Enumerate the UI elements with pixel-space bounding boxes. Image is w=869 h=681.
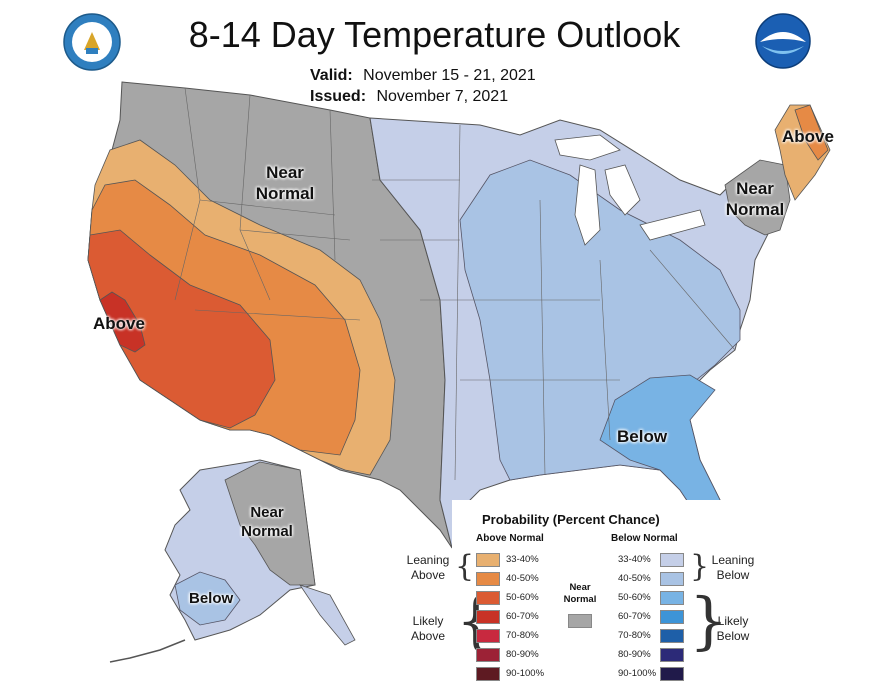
legend-leaning-below-group: Leaning Below — [705, 553, 761, 583]
legend-below-swatch — [660, 648, 684, 662]
issued-label: Issued: — [310, 88, 367, 105]
outlook-map-page: 8-14 Day Temperature Outlook Valid: Nove… — [63, 13, 834, 681]
legend-likely-below-group: Likely Below — [705, 614, 761, 644]
legend-likely-below-line1: Likely — [717, 614, 749, 628]
label-west-near-normal: Near Normal — [255, 163, 315, 203]
legend-above-swatch — [476, 667, 500, 681]
legend-below-swatch — [660, 572, 684, 586]
legend-likely-above-line1: Likely — [412, 614, 444, 628]
legend-below-swatch — [660, 553, 684, 567]
legend-brace-leaning-below: } — [690, 549, 710, 584]
page-title: 8-14 Day Temperature Outlook — [188, 14, 681, 55]
legend-below-swatch — [660, 629, 684, 643]
legend-below-pct: 70-80% — [618, 630, 651, 641]
legend-below-swatch — [660, 667, 684, 681]
label-se-below: Below — [617, 427, 668, 446]
region-alaska-below — [174, 571, 241, 626]
issued-line: Issued: November 7, 2021 — [310, 88, 508, 106]
legend-leaning-below-line1: Leaning — [711, 553, 755, 567]
label-ak-below: Below — [189, 590, 234, 607]
great-lakes — [554, 134, 706, 246]
legend-above-pct: 80-90% — [506, 649, 539, 660]
legend-brace-leaning-above: { — [455, 549, 475, 584]
legend-below-pct: 50-60% — [618, 592, 651, 603]
label-ne-near-normal: Near Normal — [725, 179, 785, 219]
legend-above-pct: 70-80% — [506, 630, 539, 641]
legend-above-pct: 50-60% — [506, 592, 539, 603]
alaska-panhandle — [299, 584, 356, 646]
legend-below-swatch — [660, 610, 684, 624]
legend-above-swatch — [476, 629, 500, 643]
legend-above-pct: 60-70% — [506, 611, 539, 622]
alaska-aleutians — [109, 639, 186, 663]
state-boundaries — [174, 87, 736, 481]
legend-likely-above-line2: Above — [410, 629, 446, 643]
legend-leaning-below-line2: Below — [716, 568, 750, 582]
legend-above-pct: 40-50% — [506, 573, 539, 584]
legend-above-swatch — [476, 610, 500, 624]
legend-leaning-above-line2: Above — [410, 568, 446, 582]
legend-above-swatch — [476, 572, 500, 586]
legend-below-pct: 80-90% — [618, 649, 651, 660]
issued-value: November 7, 2021 — [376, 88, 509, 105]
legend-below-pct: 90-100% — [618, 668, 657, 679]
legend-above-swatch — [476, 591, 500, 605]
legend-below-pct: 40-50% — [618, 573, 651, 584]
label-ak-near-normal: Near Normal — [241, 504, 293, 540]
region-above-40-50-northeast — [794, 104, 829, 161]
legend-below-pct: 33-40% — [618, 554, 651, 565]
legend-above-swatch — [476, 553, 500, 567]
legend-brace-likely-below: } — [689, 584, 729, 657]
noaa-logo — [755, 13, 811, 69]
label-ne-above: Above — [782, 127, 834, 146]
region-alaska-near-normal — [224, 461, 316, 586]
legend-below-pct: 60-70% — [618, 611, 651, 622]
valid-label: Valid: — [310, 67, 353, 84]
legend-below-swatch — [660, 591, 684, 605]
legend-near-normal-label: Near Normal — [563, 582, 597, 605]
region-near-normal-northeast — [724, 159, 791, 236]
legend-above-pct: 33-40% — [506, 554, 539, 565]
region-below-50-60 — [599, 374, 726, 536]
dept-of-commerce-seal — [63, 13, 121, 71]
valid-line: Valid: November 15 - 21, 2021 — [310, 67, 536, 85]
label-west-above: Above — [93, 314, 145, 333]
legend-below-header: Below Normal — [611, 533, 678, 544]
us-outlook-map — [87, 81, 831, 663]
legend-near-normal-swatch — [568, 614, 592, 628]
legend-title: Probability (Percent Chance) — [482, 512, 660, 527]
valid-value: November 15 - 21, 2021 — [363, 67, 536, 84]
legend-above-pct: 90-100% — [506, 668, 545, 679]
legend-likely-above-group: Likely Above — [400, 614, 456, 644]
legend-likely-below-line2: Below — [716, 629, 750, 643]
legend-above-header: Above Normal — [476, 533, 544, 544]
legend-leaning-above-line1: Leaning — [406, 553, 450, 567]
legend-leaning-above-group: Leaning Above — [400, 553, 456, 583]
region-above-60-70 — [99, 291, 146, 353]
legend-above-swatch — [476, 648, 500, 662]
